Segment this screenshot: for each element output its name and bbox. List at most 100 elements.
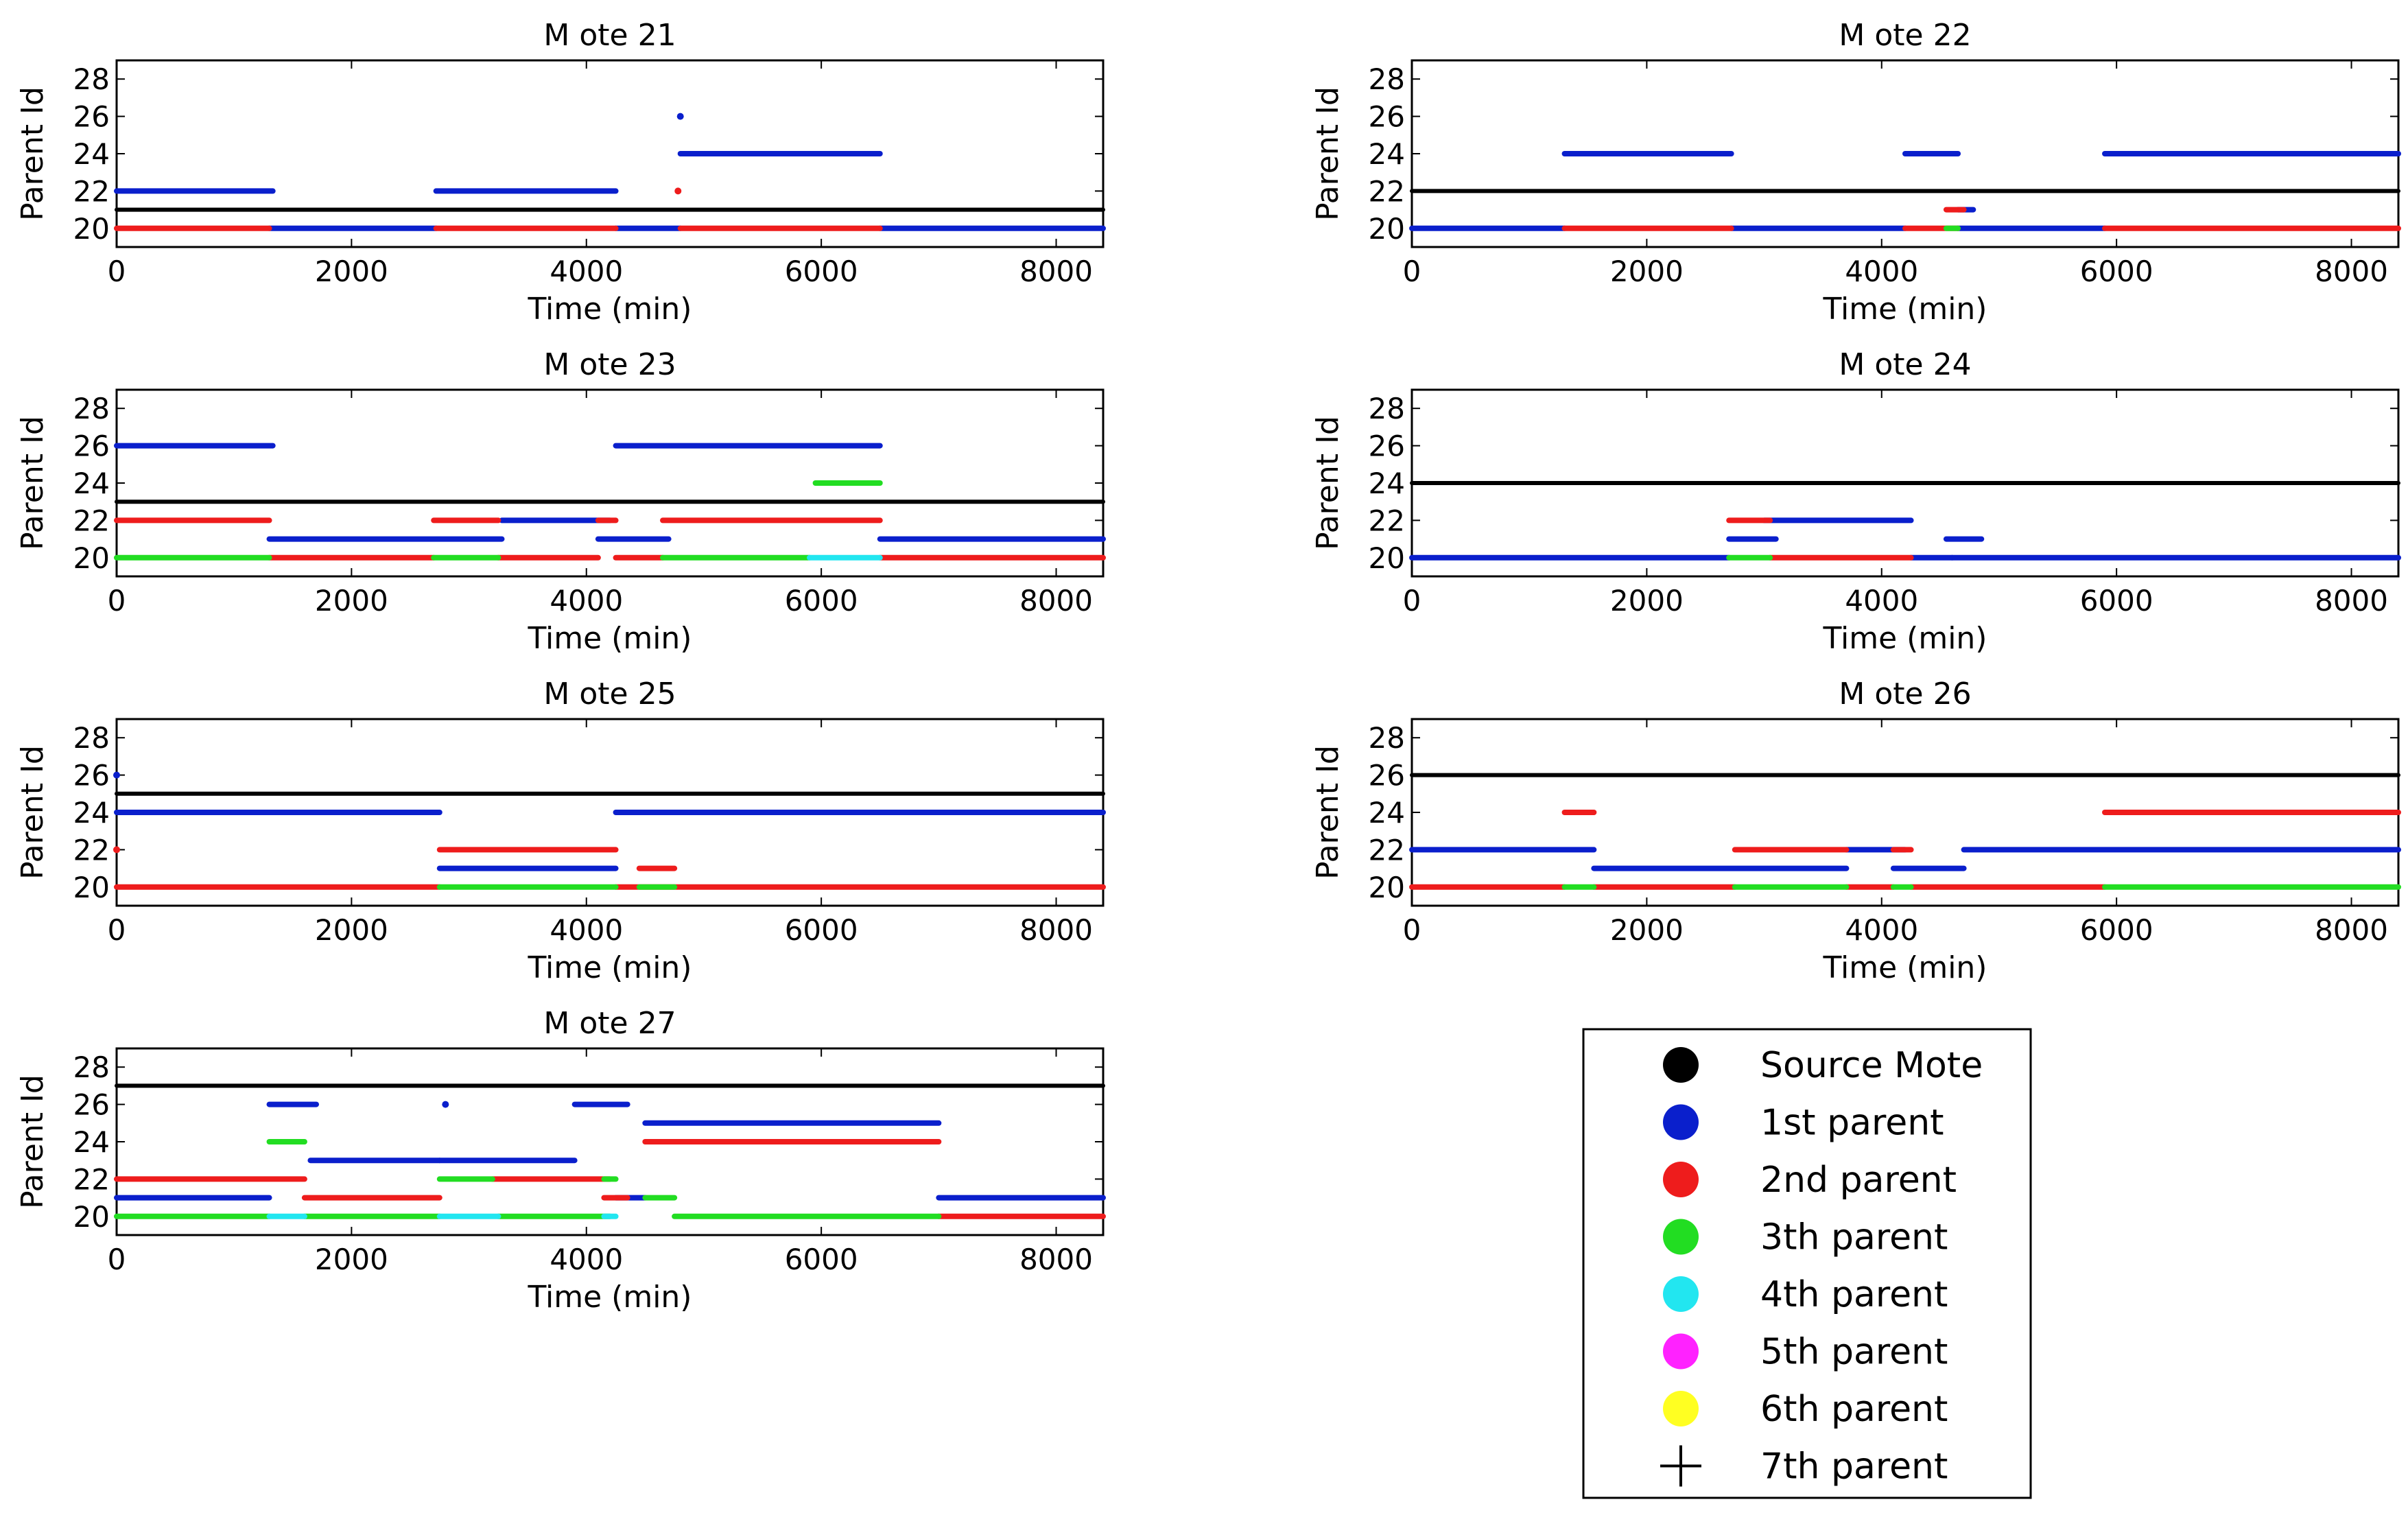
legend-label: 3th parent (1760, 1217, 1948, 1258)
legend-item: Source Mote (1663, 1045, 1983, 1086)
x-tick-label: 2000 (315, 1243, 388, 1276)
y-axis-label: Parent Id (15, 416, 50, 550)
legend-marker-dot (1663, 1333, 1699, 1370)
x-axis-label: Time (min) (1823, 950, 1987, 985)
y-tick-label: 24 (73, 467, 110, 500)
series-point (676, 113, 684, 120)
legend-item: 6th parent (1663, 1389, 1948, 1430)
y-tick-label: 24 (1369, 796, 1405, 830)
y-tick-label: 22 (73, 174, 110, 208)
y-tick-label: 20 (1369, 212, 1405, 246)
x-tick-label: 0 (1403, 255, 1421, 288)
x-tick-label: 0 (1403, 584, 1421, 618)
series-point (113, 771, 120, 779)
legend-item: 1st parent (1663, 1103, 1944, 1144)
chart-title: M ote 26 (1839, 677, 1971, 712)
x-axis-label: Time (min) (1823, 292, 1987, 327)
legend-item: 2nd parent (1663, 1160, 1957, 1201)
x-tick-label: 2000 (1610, 584, 1684, 618)
legend-label: 6th parent (1760, 1389, 1948, 1430)
legend-label: 5th parent (1760, 1332, 1948, 1373)
x-axis-label: Time (min) (528, 1280, 692, 1315)
axes-box (115, 59, 1105, 248)
chart-title: M ote 25 (543, 677, 676, 712)
legend-marker-dot (1663, 1391, 1699, 1426)
series-point (442, 1101, 449, 1108)
y-tick-label: 24 (1369, 467, 1405, 500)
y-axis-label: Parent Id (1310, 416, 1345, 550)
x-tick-label: 8000 (2315, 913, 2388, 947)
legend-item: 3th parent (1663, 1217, 1948, 1258)
x-tick-label: 8000 (1019, 913, 1093, 947)
x-tick-label: 8000 (2315, 584, 2388, 618)
chart-23: M ote 23 0 2000 4000 6000 8000 20 22 24 26 28 Time … (15, 347, 1106, 656)
y-tick-label: 28 (1369, 62, 1405, 96)
legend-marker-dot (1663, 1276, 1699, 1312)
y-tick-label: 22 (73, 1162, 110, 1196)
y-axis-label: Parent Id (15, 86, 50, 221)
legend-label: 4th parent (1760, 1274, 1948, 1315)
y-tick-label: 24 (1369, 137, 1405, 171)
y-tick-label: 26 (1369, 759, 1405, 792)
x-tick-label: 8000 (1019, 584, 1093, 618)
axes-box (115, 388, 1105, 578)
x-tick-label: 4000 (550, 1243, 623, 1276)
y-tick-label: 26 (73, 100, 110, 134)
y-tick-label: 20 (73, 541, 110, 575)
x-tick-label: 4000 (550, 584, 623, 618)
x-tick-label: 2000 (315, 255, 388, 288)
legend-label: 2nd parent (1760, 1160, 1957, 1201)
chart-24: M ote 24 0 2000 4000 6000 8000 20 22 24 26 28 Time … (1310, 347, 2401, 656)
legend-label: 1st parent (1760, 1103, 1944, 1144)
y-tick-label: 26 (73, 759, 110, 792)
x-tick-label: 6000 (785, 584, 858, 618)
x-tick-label: 2000 (1610, 255, 1684, 288)
y-tick-label: 26 (73, 430, 110, 463)
y-tick-label: 20 (1369, 871, 1405, 904)
legend-item: 5th parent (1663, 1332, 1948, 1373)
chart-title: M ote 27 (543, 1006, 676, 1041)
legend: Source Mote 1st parent 2nd parent 3th paren… (1582, 1028, 2032, 1499)
y-tick-label: 22 (1369, 174, 1405, 208)
x-tick-label: 8000 (2315, 255, 2388, 288)
y-tick-label: 22 (1369, 504, 1405, 537)
x-tick-label: 2000 (1610, 913, 1684, 947)
x-tick-label: 6000 (785, 913, 858, 947)
chart-title: M ote 21 (543, 18, 676, 53)
x-axis-label: Time (min) (528, 621, 692, 656)
y-tick-label: 28 (1369, 392, 1405, 425)
y-tick-label: 24 (73, 137, 110, 171)
y-axis-label: Parent Id (15, 745, 50, 880)
y-tick-label: 26 (1369, 100, 1405, 134)
y-axis-label: Parent Id (1310, 745, 1345, 880)
legend-marker-dot (1663, 1104, 1699, 1140)
y-axis-label: Parent Id (1310, 86, 1345, 221)
y-tick-label: 26 (1369, 430, 1405, 463)
x-tick-label: 4000 (1845, 913, 1918, 947)
x-tick-label: 6000 (785, 1243, 858, 1276)
x-tick-label: 6000 (2080, 255, 2153, 288)
x-tick-label: 8000 (1019, 1243, 1093, 1276)
legend-marker-dot (1663, 1219, 1699, 1255)
chart-title: M ote 23 (543, 347, 676, 382)
x-tick-label: 0 (1403, 913, 1421, 947)
y-tick-label: 20 (73, 212, 110, 246)
y-tick-label: 22 (73, 504, 110, 537)
x-tick-label: 2000 (315, 913, 388, 947)
chart-title: M ote 24 (1839, 347, 1971, 382)
y-tick-label: 24 (73, 796, 110, 830)
series-point (674, 187, 682, 195)
legend-label: 7th parent (1760, 1446, 1948, 1488)
x-tick-label: 4000 (1845, 255, 1918, 288)
x-tick-label: 6000 (2080, 913, 2153, 947)
x-axis-label: Time (min) (528, 950, 692, 985)
y-tick-label: 28 (1369, 721, 1405, 755)
y-tick-label: 26 (73, 1088, 110, 1122)
series-point (113, 846, 120, 854)
x-tick-label: 8000 (1019, 255, 1093, 288)
